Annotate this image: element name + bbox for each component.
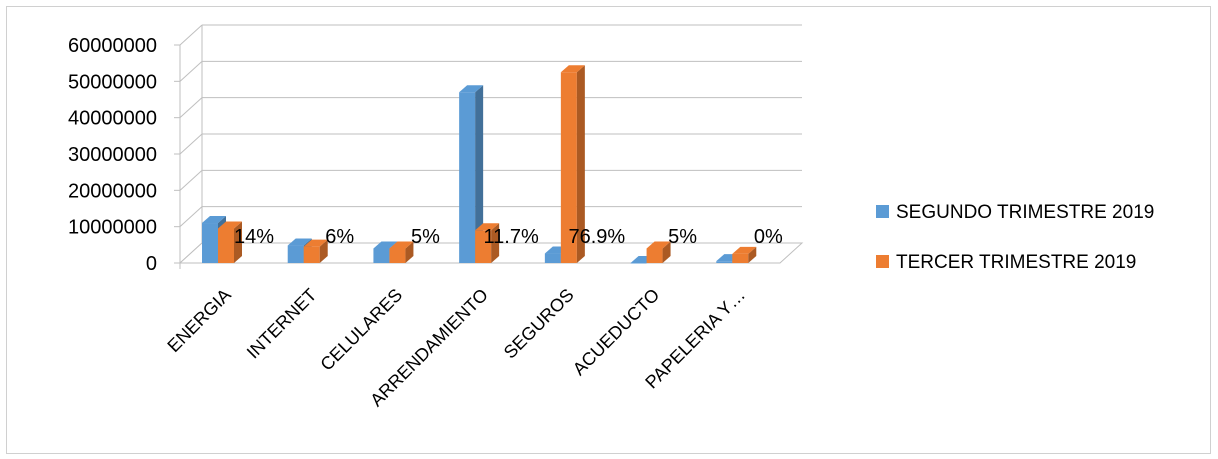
bar-front [630, 263, 647, 264]
bar-side [234, 221, 242, 263]
bar-front [716, 261, 733, 263]
legend-label: TERCER TRIMESTRE 2019 [896, 252, 1136, 273]
gridline-diagonal [179, 206, 203, 228]
bar-top [475, 223, 500, 231]
data-label: 5% [411, 226, 440, 248]
bar-front [544, 253, 561, 263]
bar-top [287, 238, 312, 246]
data-label: 6% [325, 226, 354, 248]
y-tick-label: 60000000 [68, 35, 157, 57]
y-tick-label: 20000000 [68, 180, 157, 202]
x-tick-label: SEGUROS [500, 285, 578, 363]
bar-side [491, 223, 500, 263]
bar-front [373, 248, 390, 263]
bar-top [646, 241, 671, 249]
y-tick-label: 30000000 [68, 144, 157, 166]
bar-front [732, 253, 749, 263]
bar-side [319, 239, 328, 263]
x-tick-label: CELULARES [316, 285, 406, 375]
legend-swatch [876, 205, 889, 218]
data-label: 11.7% [484, 226, 539, 248]
bar-top [560, 65, 585, 73]
x-tick-label: INTERNET [243, 285, 321, 363]
bar-top [732, 246, 757, 254]
data-labels: 14% 6% 5% 11.7% 76.9% 5% 0% [234, 226, 783, 248]
gridline-diagonal [179, 133, 203, 155]
bar-front [202, 223, 218, 263]
bar-top [389, 241, 414, 249]
bars [202, 65, 757, 264]
y-tick-label: 50000000 [68, 71, 157, 93]
data-label: 0% [754, 226, 783, 248]
bar-front [389, 248, 406, 263]
bar-front [459, 92, 476, 263]
bar-front [303, 246, 320, 263]
legend: SEGUNDO TRIMESTRE 2019 TERCER TRIMESTRE 2… [876, 202, 1154, 273]
bar-side [405, 241, 414, 263]
bar-front [475, 230, 492, 263]
bar-front [646, 248, 663, 263]
data-label: 5% [668, 226, 697, 248]
bar-top [202, 216, 226, 224]
bar-top [459, 85, 484, 93]
data-label: 76.9% [568, 226, 625, 248]
legend-label: SEGUNDO TRIMESTRE 2019 [896, 202, 1154, 223]
gridline-diagonal [179, 24, 203, 46]
x-tick-label: ENERGIA [163, 285, 234, 356]
bar-side [475, 85, 484, 263]
gridline-diagonal [179, 60, 203, 82]
y-tick-label: 10000000 [68, 217, 157, 239]
gridlines [179, 24, 802, 228]
bar-side [748, 246, 757, 263]
bar-side [576, 65, 585, 263]
bar-top [218, 221, 242, 229]
y-axis: 0 10000000 20000000 30000000 40000000 5000000… [68, 35, 181, 275]
y-tick-label: 40000000 [68, 108, 157, 130]
bar-side [662, 241, 671, 263]
gridline-diagonal [179, 97, 203, 119]
bar-top [303, 239, 328, 247]
y-tick-label: 0 [146, 253, 157, 275]
data-label: 14% [234, 226, 274, 248]
legend-swatch [876, 255, 889, 268]
x-tick-label: ACUEDUCTO [569, 285, 664, 380]
bar-front [218, 228, 234, 263]
bar-front [560, 72, 577, 263]
gridline-diagonal [179, 169, 203, 191]
bar-front [287, 245, 304, 263]
